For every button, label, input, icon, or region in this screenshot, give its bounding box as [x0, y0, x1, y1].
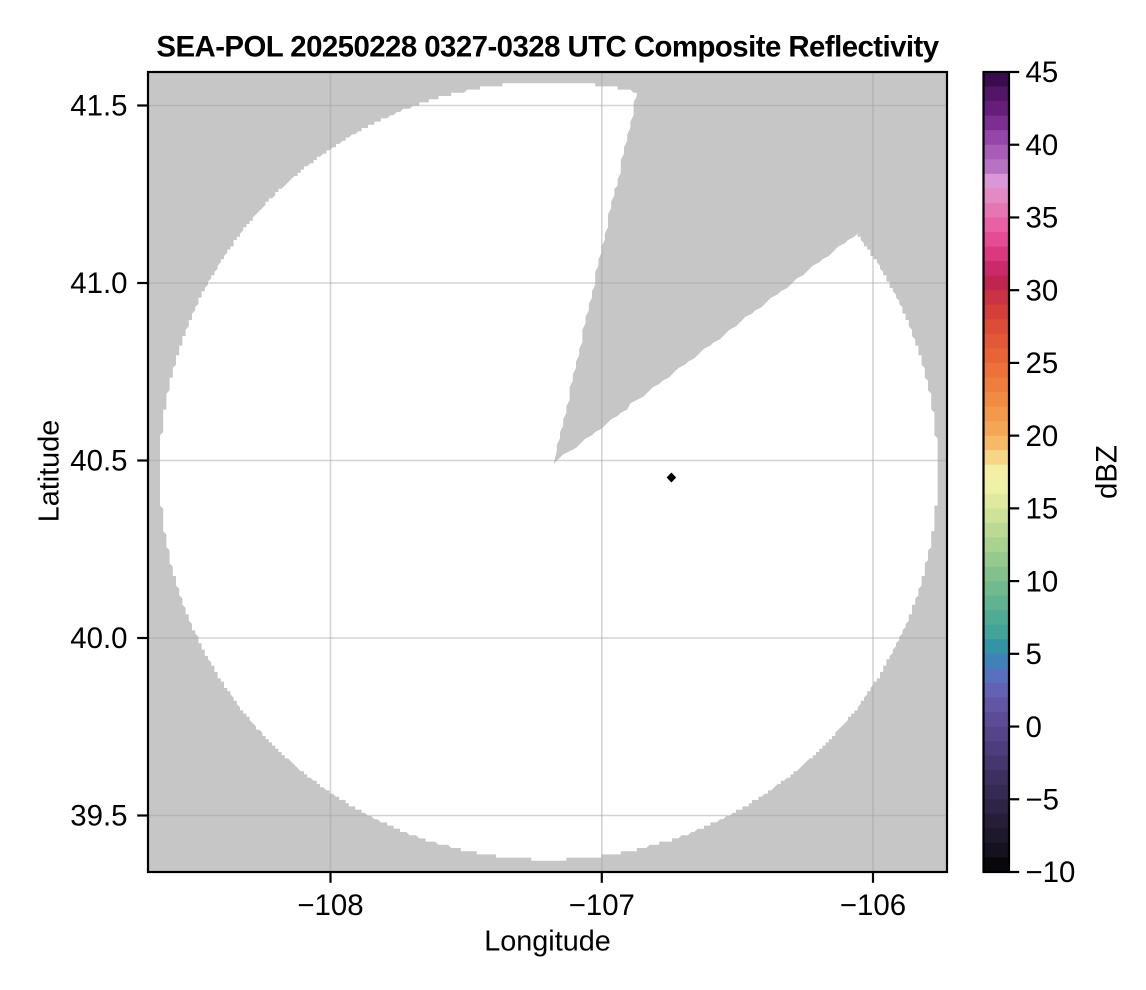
svg-text:SEA-POL 20250228 0327-0328 UTC: SEA-POL 20250228 0327-0328 UTC Composite… [156, 31, 939, 64]
svg-text:5: 5 [1026, 638, 1042, 671]
svg-text:−107: −107 [569, 889, 635, 922]
svg-text:−5: −5 [1026, 783, 1060, 816]
svg-text:35: 35 [1026, 202, 1059, 235]
svg-text:40.5: 40.5 [70, 445, 127, 478]
svg-text:39.5: 39.5 [70, 800, 127, 833]
svg-text:Latitude: Latitude [34, 420, 66, 522]
svg-text:−108: −108 [297, 889, 363, 922]
svg-text:20: 20 [1026, 420, 1059, 453]
svg-text:0: 0 [1026, 711, 1042, 744]
svg-text:10: 10 [1026, 565, 1059, 598]
svg-text:45: 45 [1026, 56, 1059, 89]
svg-text:Longitude: Longitude [484, 926, 611, 958]
svg-text:40: 40 [1026, 129, 1059, 162]
svg-text:41.5: 41.5 [70, 90, 127, 123]
svg-text:25: 25 [1026, 347, 1059, 380]
svg-text:30: 30 [1026, 274, 1059, 307]
svg-text:−106: −106 [840, 889, 906, 922]
svg-text:41.0: 41.0 [70, 267, 127, 300]
svg-text:15: 15 [1026, 493, 1059, 526]
svg-text:−10: −10 [1026, 856, 1076, 889]
svg-text:dBZ: dBZ [1091, 445, 1124, 499]
svg-text:40.0: 40.0 [70, 622, 127, 655]
